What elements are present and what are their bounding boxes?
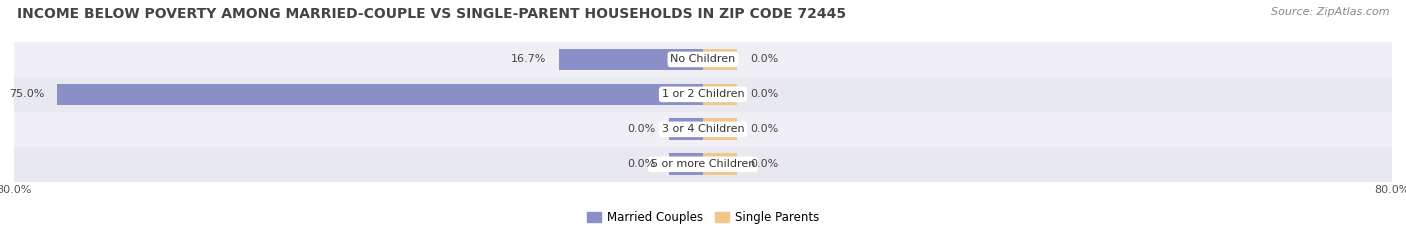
Bar bbox=[669, 153, 703, 175]
Text: INCOME BELOW POVERTY AMONG MARRIED-COUPLE VS SINGLE-PARENT HOUSEHOLDS IN ZIP COD: INCOME BELOW POVERTY AMONG MARRIED-COUPL… bbox=[17, 7, 846, 21]
Bar bbox=[14, 147, 1392, 182]
Text: 0.0%: 0.0% bbox=[751, 124, 779, 134]
Text: 0.0%: 0.0% bbox=[627, 124, 655, 134]
Bar bbox=[703, 49, 738, 70]
Bar bbox=[58, 83, 703, 105]
Bar bbox=[14, 112, 1392, 147]
Bar bbox=[703, 153, 738, 175]
Text: 0.0%: 0.0% bbox=[751, 159, 779, 169]
Text: 3 or 4 Children: 3 or 4 Children bbox=[662, 124, 744, 134]
Text: 0.0%: 0.0% bbox=[627, 159, 655, 169]
Text: 5 or more Children: 5 or more Children bbox=[651, 159, 755, 169]
Text: 75.0%: 75.0% bbox=[8, 89, 44, 99]
Text: 0.0%: 0.0% bbox=[751, 55, 779, 64]
Text: 1 or 2 Children: 1 or 2 Children bbox=[662, 89, 744, 99]
Bar bbox=[14, 42, 1392, 77]
Legend: Married Couples, Single Parents: Married Couples, Single Parents bbox=[582, 206, 824, 229]
Text: 0.0%: 0.0% bbox=[751, 89, 779, 99]
Bar bbox=[560, 49, 703, 70]
Bar bbox=[14, 77, 1392, 112]
Bar bbox=[669, 118, 703, 140]
Text: No Children: No Children bbox=[671, 55, 735, 64]
Text: 16.7%: 16.7% bbox=[510, 55, 547, 64]
Bar bbox=[703, 118, 738, 140]
Bar bbox=[703, 83, 738, 105]
Text: Source: ZipAtlas.com: Source: ZipAtlas.com bbox=[1271, 7, 1389, 17]
